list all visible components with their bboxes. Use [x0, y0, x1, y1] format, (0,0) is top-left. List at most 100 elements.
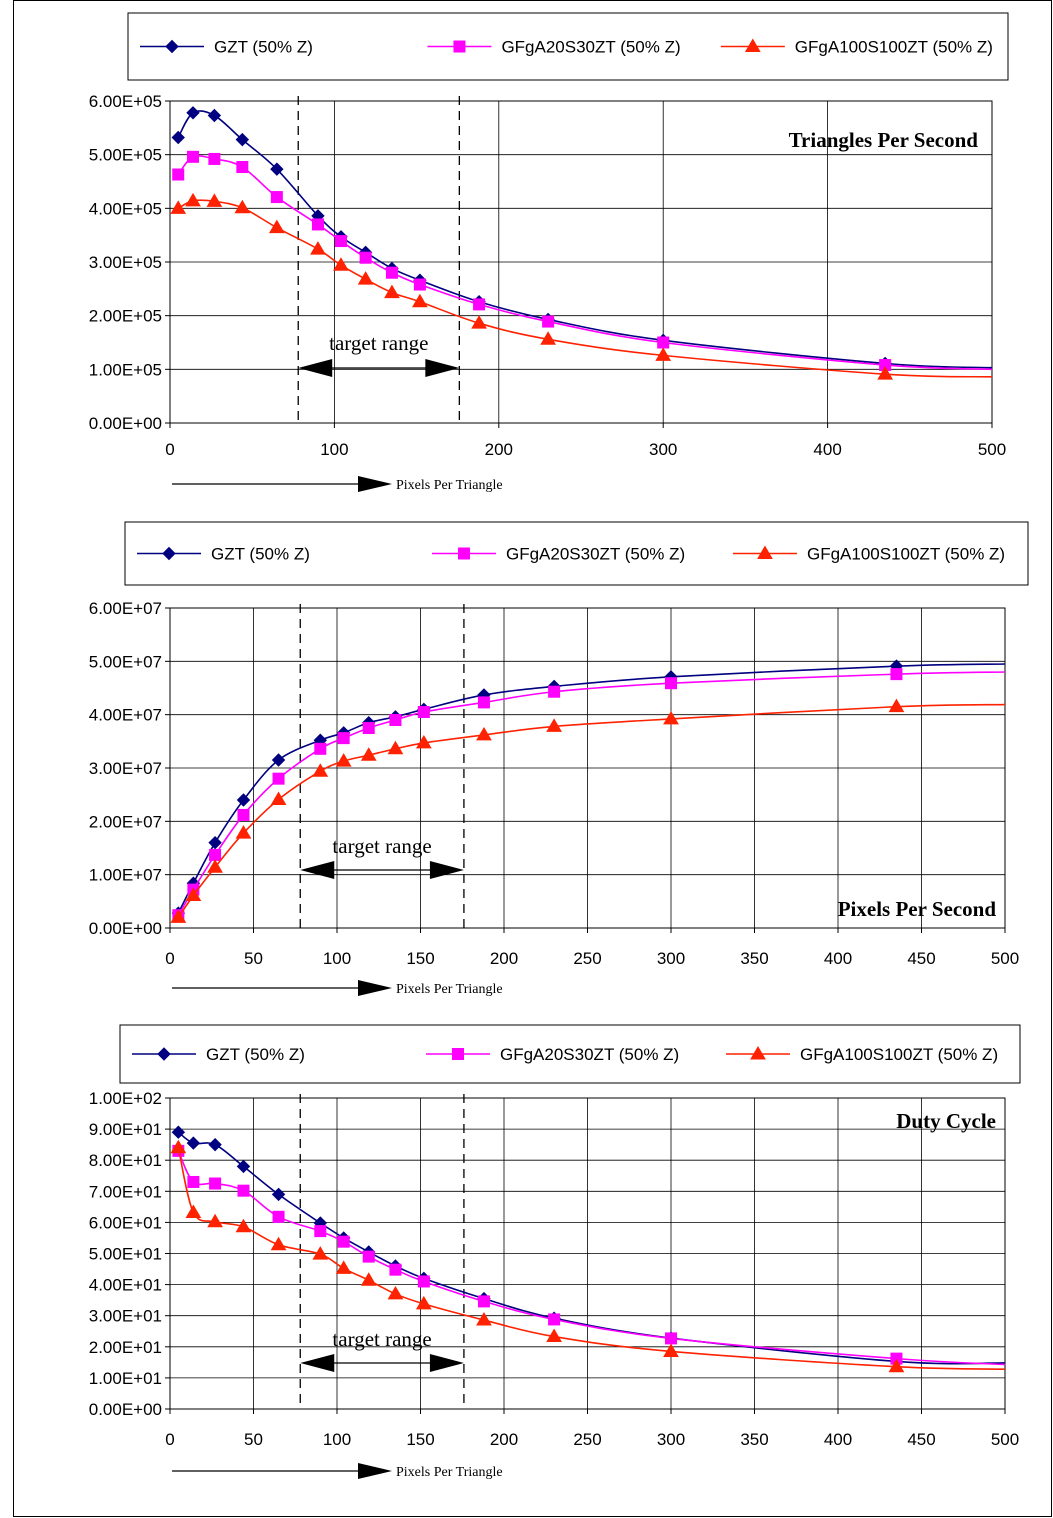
data-point-3 [877, 366, 894, 380]
x-tick-label: 400 [824, 1430, 852, 1449]
chart-title: Duty Cycle [896, 1109, 996, 1133]
target-range-arrow-left [298, 359, 333, 377]
legend-box [119, 1024, 1021, 1084]
data-point-3 [312, 1246, 329, 1260]
y-tick-label: 1.00E+01 [89, 1369, 162, 1388]
series-3 [170, 1139, 1006, 1373]
x-tick-label: 100 [320, 440, 348, 459]
legend-marker-1 [157, 1047, 171, 1061]
data-point-3 [888, 1358, 905, 1373]
x-axis-label: Pixels Per Triangle [396, 1465, 503, 1480]
legend: GZT (50% Z) GFgA20S30ZT (50% Z) GFgA100S10… [119, 1024, 1021, 1084]
plot-area: 0.00E+00 1.00E+07 2.00E+07 3.00E+07 4.00E+07… [89, 599, 1019, 968]
y-tick-label: 6.00E+07 [89, 599, 162, 618]
chart-title: Triangles Per Second [789, 128, 979, 152]
data-point-2 [187, 150, 200, 163]
data-point-3 [357, 271, 374, 285]
chart-3: GZT (50% Z) GFgA20S30ZT (50% Z) GFgA100S10… [89, 1024, 1021, 1480]
legend-marker-1 [162, 546, 176, 561]
data-point-2 [314, 742, 327, 755]
data-point-3 [170, 200, 187, 214]
data-point-2 [665, 677, 677, 690]
data-point-3 [655, 347, 672, 361]
data-point-2 [389, 1263, 402, 1276]
data-point-3 [310, 241, 326, 255]
x-axis-label-group: Pixels Per Triangle [172, 980, 503, 997]
series-3 [170, 192, 993, 380]
data-point-3 [235, 1218, 252, 1233]
x-axis-label: Pixels Per Triangle [396, 982, 503, 997]
series-line-3 [177, 199, 993, 378]
target-range-annotation: target range [299, 604, 465, 928]
x-axis-arrow-head [358, 980, 392, 996]
data-point-2 [477, 696, 490, 709]
data-point-1 [207, 108, 222, 123]
data-point-1 [208, 835, 222, 850]
data-point-3 [476, 1312, 492, 1326]
data-point-3 [663, 1343, 679, 1357]
x-tick-label: 450 [907, 1430, 935, 1449]
data-point-2 [417, 1275, 430, 1288]
target-range-label: target range [332, 834, 431, 858]
data-point-2 [272, 1210, 285, 1223]
legend-marker-2 [452, 1048, 464, 1060]
target-range-arrow-right [429, 861, 464, 879]
legend-marker-3 [750, 1046, 766, 1060]
x-tick-label: 300 [657, 949, 685, 968]
data-point-1 [270, 162, 284, 176]
data-point-2 [362, 1250, 375, 1263]
data-point-3 [335, 1260, 352, 1274]
legend-marker-2 [457, 547, 470, 560]
x-tick-label: 150 [406, 949, 434, 968]
legend-label-2: GFgA20S30ZT (50% Z) [500, 1045, 679, 1064]
data-point-2 [209, 848, 222, 861]
data-point-3 [387, 1285, 404, 1300]
chart-title: Pixels Per Second [838, 897, 997, 921]
data-point-3 [415, 734, 432, 749]
y-tick-label: 4.00E+07 [89, 706, 162, 725]
x-tick-label: 0 [165, 949, 174, 968]
data-point-3 [333, 257, 349, 271]
x-tick-label: 350 [740, 949, 768, 968]
data-point-3 [471, 315, 487, 329]
data-point-3 [270, 791, 287, 805]
x-tick-label: 200 [490, 949, 518, 968]
legend-marker-1 [165, 39, 179, 54]
y-tick-label: 5.00E+01 [89, 1245, 162, 1264]
data-point-1 [235, 132, 250, 147]
y-tick-label: 9.00E+01 [89, 1120, 162, 1139]
y-tick-label: 1.00E+07 [89, 866, 162, 885]
data-point-2 [334, 235, 347, 248]
x-tick-label: 500 [991, 949, 1019, 968]
x-axis-label-group: Pixels Per Triangle [172, 476, 503, 493]
data-point-3 [360, 1272, 377, 1286]
charts-container: GZT (50% Z) GFgA20S30ZT (50% Z) GFgA100S10… [89, 12, 1029, 1480]
series-line-3 [177, 1147, 1006, 1370]
x-tick-label: 450 [907, 949, 935, 968]
data-point-2 [548, 1313, 561, 1326]
data-point-3 [185, 192, 201, 207]
data-point-3 [540, 331, 556, 345]
y-tick-label: 5.00E+05 [89, 146, 162, 165]
data-point-2 [236, 161, 249, 174]
data-point-2 [311, 218, 324, 231]
legend-box [127, 12, 1009, 81]
data-point-2 [270, 191, 283, 204]
data-point-3 [335, 753, 352, 767]
y-tick-label: 3.00E+07 [89, 759, 162, 778]
series-2 [172, 1144, 1006, 1366]
data-point-1 [171, 130, 185, 145]
data-point-1 [271, 753, 286, 767]
data-point-2 [657, 336, 670, 349]
target-range-label: target range [329, 331, 428, 355]
data-point-2 [362, 722, 375, 734]
target-range-annotation: target range [297, 96, 460, 423]
data-point-3 [170, 1139, 187, 1154]
y-tick-label: 7.00E+01 [89, 1182, 162, 1201]
data-point-3 [546, 1328, 562, 1343]
data-point-3 [270, 1236, 287, 1251]
x-axis-label-group: Pixels Per Triangle [172, 1463, 503, 1480]
legend-label-1: GZT (50% Z) [214, 38, 313, 57]
x-tick-label: 500 [991, 1430, 1019, 1449]
y-tick-label: 4.00E+01 [89, 1276, 162, 1295]
